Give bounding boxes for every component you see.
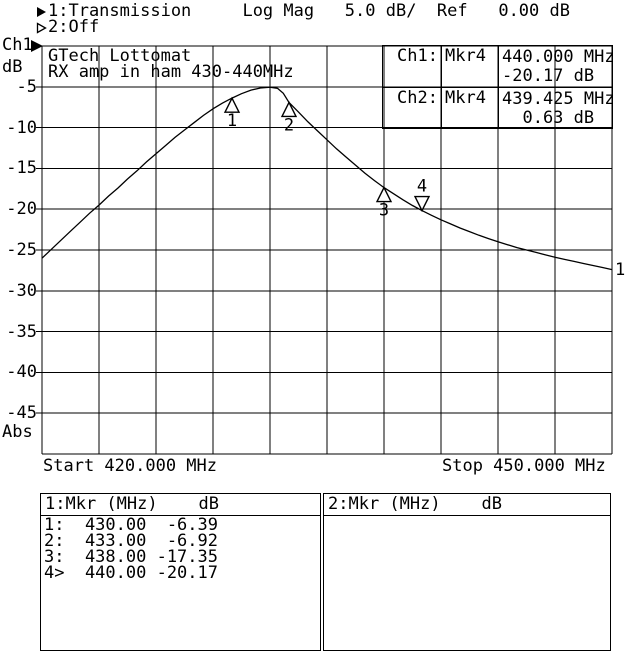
- marker-number-label: 3: [379, 201, 389, 221]
- y-tick-label: -45: [6, 403, 37, 424]
- y-tick-label: -5: [16, 76, 37, 97]
- marker-info-box: Ch1: Mkr4 440.000 MHz -20.17 dB Ch2: Mkr4 439…: [382, 45, 615, 129]
- y-tick-label: -35: [6, 321, 37, 342]
- start-frequency-label: Start 420.000 MHz: [43, 456, 217, 476]
- y-tick-label: -15: [6, 158, 37, 179]
- active-trace-icon: [37, 7, 46, 17]
- amplitude-unit-label: dB: [2, 57, 23, 77]
- info-marker-values: 440.000 MHz -20.17 dB: [502, 47, 615, 86]
- marker-number-label: 2: [284, 115, 294, 135]
- y-tick-label: -25: [6, 240, 37, 260]
- chart-subtitle: RX amp in ham 430-440MHz: [48, 62, 294, 82]
- marker-triangle-up-icon: [280, 100, 298, 118]
- marker-table-1-divider: [41, 515, 320, 516]
- trace2-status-line: 2:Off: [48, 17, 100, 37]
- marker-triangle-up-icon: [375, 186, 393, 203]
- marker-number-label: 4: [417, 177, 427, 197]
- trace-ch1: [41, 86, 613, 271]
- marker-table-2-divider: [324, 515, 610, 516]
- channel-label: Ch1: [2, 35, 33, 55]
- marker-table-1-header: 1:Mkr (MHz) dB: [45, 494, 219, 514]
- info-marker-values: 439.425 MHz 0.63 dB: [502, 89, 615, 128]
- marker-table-1-rows: 1: 430.00 -6.39 2: 433.00 -6.92 3: 438.0…: [44, 515, 218, 583]
- trace-end-label: 1: [615, 259, 626, 280]
- info-marker-name: Mkr4: [445, 88, 486, 108]
- trace1-status-line: 1:Transmission Log Mag 5.0 dB/ Ref 0.00 …: [48, 1, 570, 21]
- marker-table-2-header: 2:Mkr (MHz) dB: [328, 494, 502, 514]
- y-tick-label: -40: [6, 362, 37, 383]
- stop-frequency-label: Stop 450.000 MHz: [442, 456, 606, 476]
- ref-level-arrow-icon: [31, 40, 43, 52]
- y-tick-label: -10: [6, 117, 37, 138]
- info-channel-label: Ch2:: [397, 88, 438, 108]
- info-box-divider: [383, 87, 612, 88]
- marker-triangle-up-icon: [223, 96, 241, 113]
- marker-table-2: 2:Mkr (MHz) dB: [323, 493, 611, 651]
- marker-triangle-down-icon: [413, 195, 431, 213]
- info-marker-name: Mkr4: [445, 46, 486, 66]
- info-channel-label: Ch1:: [397, 46, 438, 66]
- chart-title: GTech Lottomat: [48, 46, 192, 66]
- y-tick-label: -30: [6, 280, 37, 301]
- abs-mode-label: Abs: [2, 422, 33, 442]
- inactive-trace-icon: [36, 22, 47, 34]
- marker-table-1: 1:Mkr (MHz) dB 1: 430.00 -6.39 2: 433.00…: [40, 493, 321, 651]
- y-tick-label: -20: [6, 199, 37, 220]
- marker-number-label: 1: [227, 111, 237, 131]
